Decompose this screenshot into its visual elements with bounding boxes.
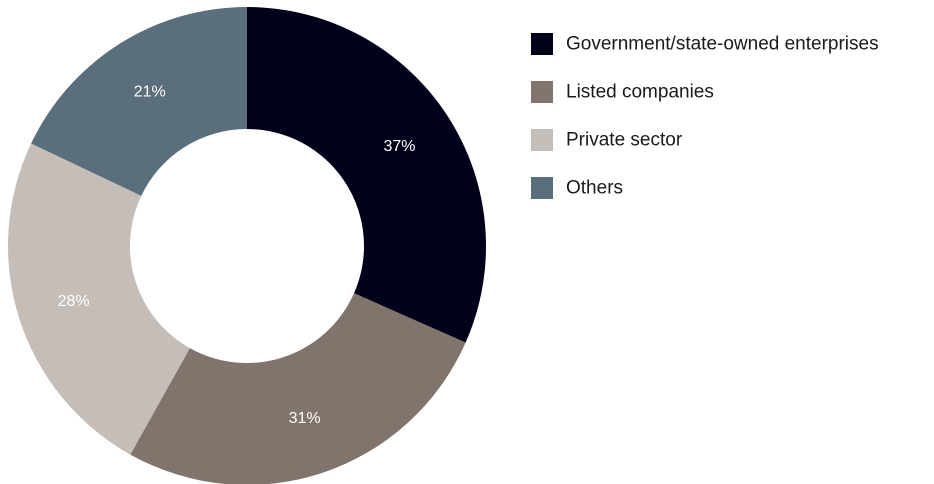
legend-swatch-private-sector: [531, 129, 553, 151]
legend-label-others: Others: [566, 178, 623, 199]
slice-government-state-owned-enterprises: [247, 7, 486, 343]
legend-label-government-state-owned-enterprises: Government/state-owned enterprises: [566, 34, 879, 55]
slice-label-government-state-owned-enterprises: 37%: [383, 138, 415, 155]
legend-swatch-others: [531, 177, 553, 199]
slice-label-listed-companies: 31%: [289, 410, 321, 427]
legend: Government/state-owned enterprises Listed…: [531, 33, 879, 199]
slice-labels: 37% 31% 28% 21%: [58, 84, 416, 427]
slice-label-others: 21%: [134, 84, 166, 101]
legend-label-listed-companies: Listed companies: [566, 82, 714, 103]
legend-swatch-government-state-owned-enterprises: [531, 33, 553, 55]
slice-listed-companies: [130, 293, 466, 484]
donut-slices: [7, 7, 486, 484]
legend-swatch-listed-companies: [531, 81, 553, 103]
slice-others: [31, 7, 247, 196]
slice-private-sector: [7, 143, 190, 455]
legend-label-private-sector: Private sector: [566, 130, 683, 151]
slice-label-private-sector: 28%: [58, 293, 90, 310]
